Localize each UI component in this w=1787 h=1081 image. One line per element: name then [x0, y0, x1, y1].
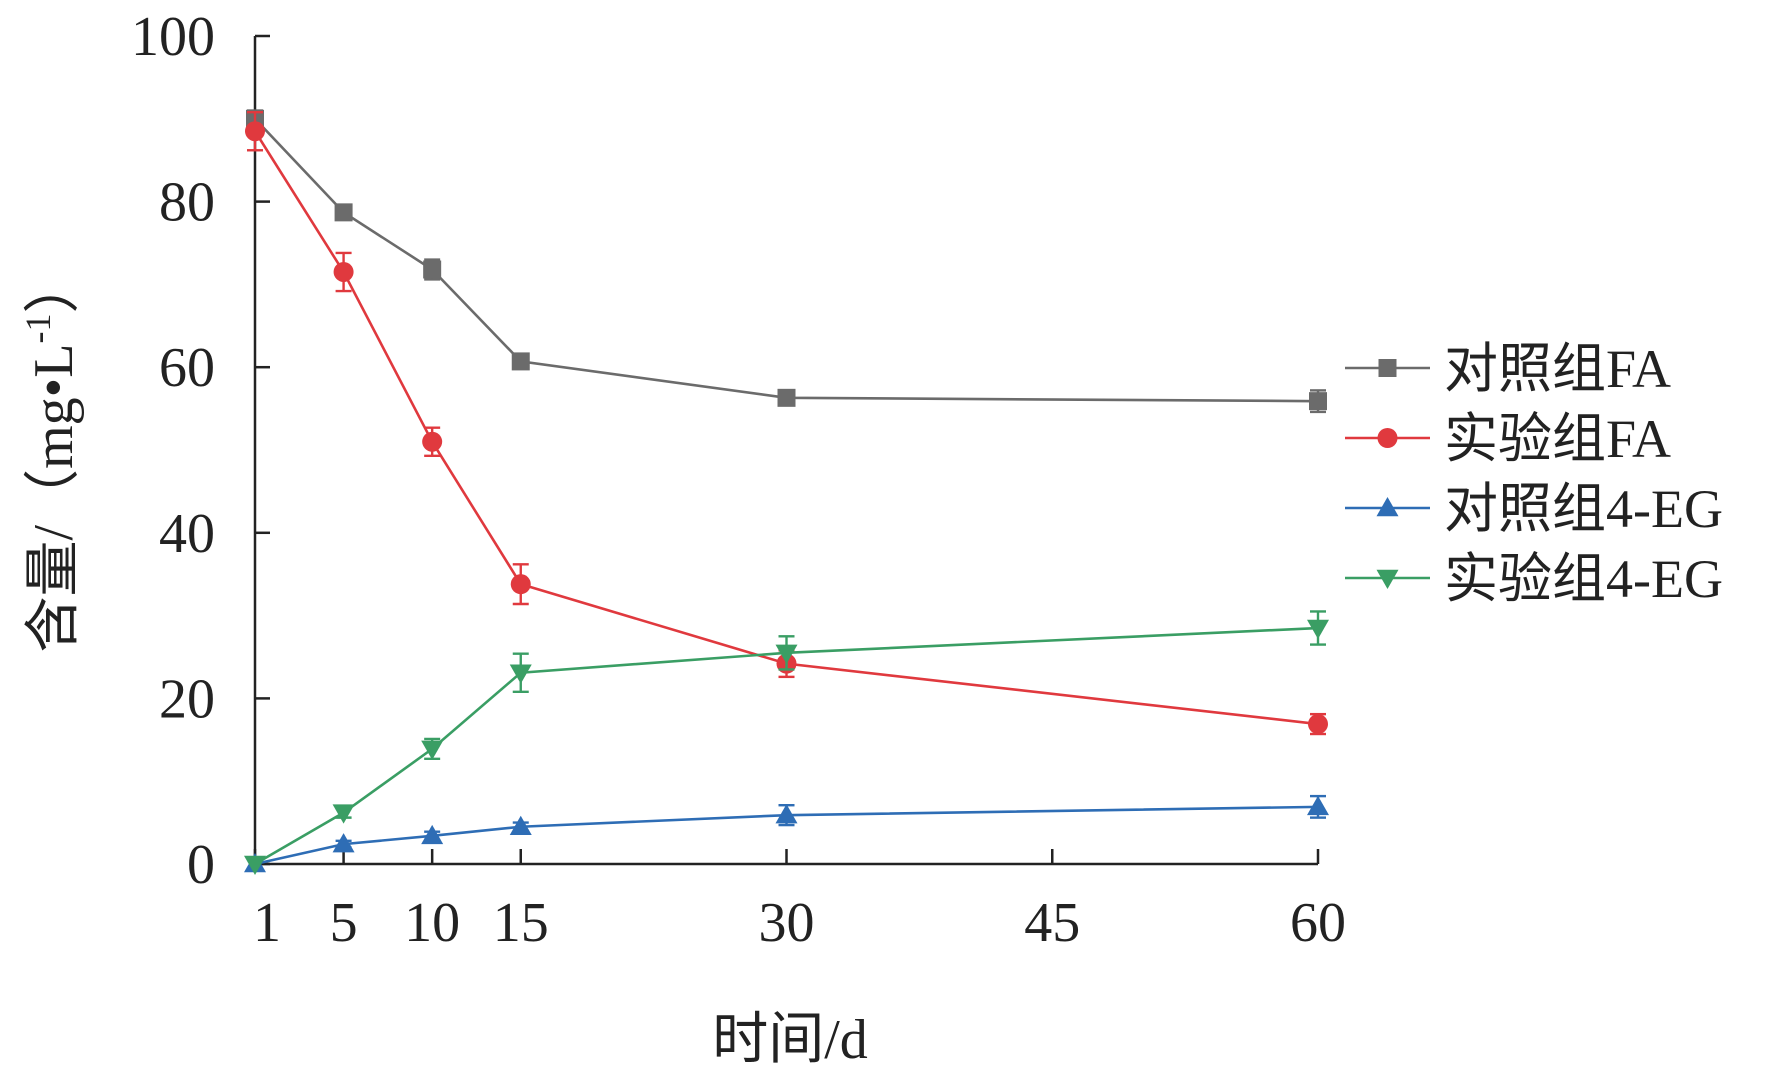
y-tick-label: 20 — [159, 668, 215, 730]
data-point — [775, 644, 798, 664]
x-axis-title: 时间/d — [712, 1009, 868, 1071]
y-axis-title-main: 含量/（mg•L — [23, 344, 85, 653]
legend-label: 对照组FA — [1444, 339, 1671, 399]
legend-label: 实验组FA — [1444, 409, 1671, 469]
y-axis-title-superscript: -1 — [18, 314, 58, 344]
data-point — [423, 260, 442, 279]
y-tick-label: 0 — [187, 834, 215, 896]
legend: 对照组FA 实验组FA 对照组4-EG 实验组4-EG — [1345, 339, 1723, 609]
legend-marker — [1378, 359, 1397, 377]
legend-item: 对照组FA — [1345, 339, 1671, 399]
series-0 — [246, 109, 1327, 414]
data-point — [245, 121, 265, 142]
data-point — [1309, 392, 1327, 411]
data-point — [332, 804, 355, 824]
series-3 — [244, 610, 1329, 875]
data-point — [1308, 714, 1328, 735]
x-tick-label: 30 — [759, 892, 815, 954]
data-point — [511, 352, 530, 371]
data-point — [421, 740, 444, 760]
y-ticks: 0 20 40 60 80 100 — [131, 6, 270, 896]
legend-item: 对照组4-EG — [1345, 479, 1723, 539]
data-point — [1307, 619, 1329, 640]
legend-marker — [1377, 428, 1398, 448]
data-point — [334, 203, 353, 222]
data-point — [509, 664, 532, 684]
series-line — [253, 130, 1319, 726]
axes — [253, 36, 1318, 866]
legend-item: 实验组4-EG — [1345, 549, 1723, 609]
y-tick-label: 100 — [131, 6, 215, 68]
legend-marker — [1376, 497, 1399, 517]
data-point — [509, 815, 532, 835]
x-tick-label: 15 — [493, 892, 549, 954]
legend-marker — [1376, 569, 1399, 589]
series-line — [254, 117, 1319, 403]
y-axis-title: 含量/（mg•L-1） — [18, 258, 85, 653]
series-line — [254, 626, 1319, 866]
data-point — [1307, 795, 1329, 816]
series-2 — [244, 794, 1329, 873]
x-tick-label: 5 — [330, 892, 358, 954]
data-point — [775, 804, 798, 824]
legend-label: 对照组4-EG — [1444, 479, 1723, 539]
data-point — [333, 261, 354, 282]
x-tick-label: 10 — [404, 892, 460, 954]
x-tick-label: 1 — [253, 892, 281, 954]
y-tick-label: 80 — [159, 172, 215, 234]
series-1 — [245, 110, 1328, 736]
y-axis-title-close: ） — [23, 258, 85, 314]
legend-item: 实验组FA — [1345, 409, 1671, 469]
series-layer — [244, 109, 1329, 875]
y-tick-label: 40 — [159, 503, 215, 565]
x-tick-label: 60 — [1290, 892, 1346, 954]
data-point — [777, 388, 796, 407]
series-line — [254, 805, 1319, 866]
y-tick-label: 60 — [159, 337, 215, 399]
x-ticks: 1 5 10 15 30 45 60 — [253, 849, 1346, 954]
x-tick-label: 45 — [1024, 892, 1080, 954]
data-point — [422, 431, 443, 452]
legend-label: 实验组4-EG — [1444, 549, 1723, 609]
data-point — [510, 574, 531, 595]
data-point — [332, 833, 355, 853]
data-point — [421, 824, 444, 845]
data-point — [244, 855, 266, 875]
